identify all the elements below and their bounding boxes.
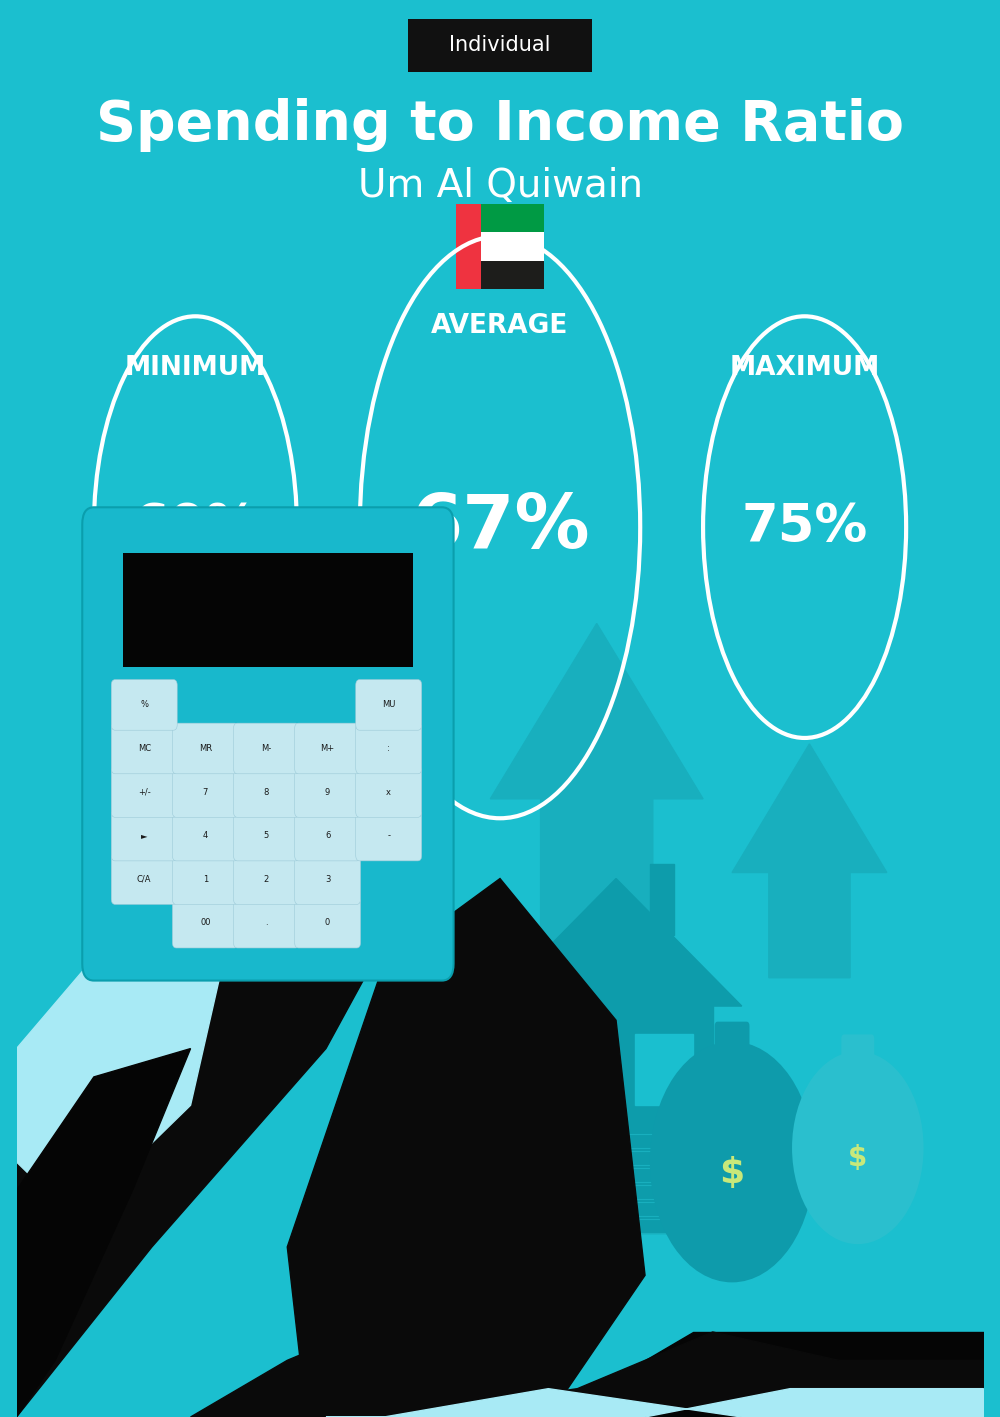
Polygon shape <box>326 1389 984 1417</box>
Text: AVERAGE: AVERAGE <box>431 313 569 339</box>
FancyBboxPatch shape <box>172 811 238 862</box>
Polygon shape <box>519 1006 713 1233</box>
FancyBboxPatch shape <box>456 204 481 289</box>
FancyBboxPatch shape <box>295 723 361 774</box>
FancyBboxPatch shape <box>356 767 422 818</box>
Text: Spending to Income Ratio: Spending to Income Ratio <box>96 98 904 152</box>
Polygon shape <box>16 935 229 1219</box>
Text: x: x <box>386 788 391 796</box>
FancyBboxPatch shape <box>597 1202 713 1216</box>
FancyBboxPatch shape <box>295 811 361 862</box>
Polygon shape <box>732 744 887 978</box>
FancyBboxPatch shape <box>295 854 361 904</box>
Text: 4: 4 <box>203 830 208 840</box>
Polygon shape <box>287 879 645 1417</box>
Text: Um Al Quiwain: Um Al Quiwain <box>358 167 642 204</box>
Polygon shape <box>548 1332 984 1417</box>
Text: 2: 2 <box>264 874 269 884</box>
Text: 9: 9 <box>325 788 330 796</box>
Polygon shape <box>490 623 703 942</box>
FancyBboxPatch shape <box>123 553 413 667</box>
FancyBboxPatch shape <box>111 811 177 862</box>
FancyBboxPatch shape <box>597 1134 713 1148</box>
FancyBboxPatch shape <box>82 507 454 981</box>
FancyBboxPatch shape <box>597 1168 713 1182</box>
FancyBboxPatch shape <box>295 767 361 818</box>
FancyBboxPatch shape <box>172 767 238 818</box>
Polygon shape <box>650 864 674 935</box>
Text: .: . <box>265 918 268 927</box>
Text: Individual: Individual <box>449 35 551 55</box>
Text: MINIMUM: MINIMUM <box>125 356 266 381</box>
Polygon shape <box>490 879 742 1006</box>
FancyBboxPatch shape <box>295 897 361 948</box>
FancyBboxPatch shape <box>356 811 422 862</box>
FancyBboxPatch shape <box>356 723 422 774</box>
FancyBboxPatch shape <box>597 1219 713 1233</box>
FancyBboxPatch shape <box>111 723 177 774</box>
Text: MC: MC <box>138 744 151 752</box>
FancyBboxPatch shape <box>111 767 177 818</box>
Text: M-: M- <box>261 744 272 752</box>
Text: :: : <box>387 744 390 752</box>
Text: MU: MU <box>382 700 395 710</box>
Text: 7: 7 <box>203 788 208 796</box>
FancyBboxPatch shape <box>233 723 299 774</box>
FancyBboxPatch shape <box>841 1034 874 1064</box>
Text: 8: 8 <box>264 788 269 796</box>
Text: C/A: C/A <box>137 874 151 884</box>
Text: %: % <box>140 700 148 710</box>
Polygon shape <box>573 1091 616 1233</box>
Text: MR: MR <box>199 744 212 752</box>
Text: -: - <box>387 830 390 840</box>
FancyBboxPatch shape <box>111 854 177 904</box>
Polygon shape <box>16 794 432 1417</box>
Text: 60%: 60% <box>132 502 259 553</box>
FancyBboxPatch shape <box>233 811 299 862</box>
FancyBboxPatch shape <box>111 680 177 730</box>
FancyBboxPatch shape <box>233 897 299 948</box>
Polygon shape <box>191 1304 984 1417</box>
FancyBboxPatch shape <box>172 897 238 948</box>
Text: M+: M+ <box>321 744 335 752</box>
Text: 3: 3 <box>325 874 330 884</box>
FancyBboxPatch shape <box>481 204 544 232</box>
Polygon shape <box>635 1034 693 1105</box>
Text: 5: 5 <box>264 830 269 840</box>
Text: ►: ► <box>141 830 147 840</box>
Text: $: $ <box>848 1144 867 1172</box>
Polygon shape <box>282 666 447 914</box>
FancyBboxPatch shape <box>233 767 299 818</box>
Text: $: $ <box>719 1156 745 1190</box>
FancyBboxPatch shape <box>233 854 299 904</box>
FancyBboxPatch shape <box>356 680 422 730</box>
Text: 0: 0 <box>325 918 330 927</box>
FancyBboxPatch shape <box>597 1151 713 1165</box>
FancyBboxPatch shape <box>172 854 238 904</box>
Circle shape <box>650 1041 814 1282</box>
FancyBboxPatch shape <box>481 261 544 289</box>
FancyBboxPatch shape <box>481 232 544 261</box>
Text: MAXIMUM: MAXIMUM <box>729 356 880 381</box>
FancyBboxPatch shape <box>408 20 592 71</box>
FancyBboxPatch shape <box>172 723 238 774</box>
Polygon shape <box>16 1049 191 1417</box>
FancyBboxPatch shape <box>597 1185 713 1199</box>
Polygon shape <box>374 964 539 1204</box>
Text: 75%: 75% <box>741 502 868 553</box>
Text: 1: 1 <box>203 874 208 884</box>
Text: +/-: +/- <box>138 788 151 796</box>
Circle shape <box>792 1051 924 1244</box>
Text: 6: 6 <box>325 830 330 840</box>
Text: 00: 00 <box>200 918 211 927</box>
FancyBboxPatch shape <box>715 1022 749 1056</box>
Text: 67%: 67% <box>410 490 590 564</box>
